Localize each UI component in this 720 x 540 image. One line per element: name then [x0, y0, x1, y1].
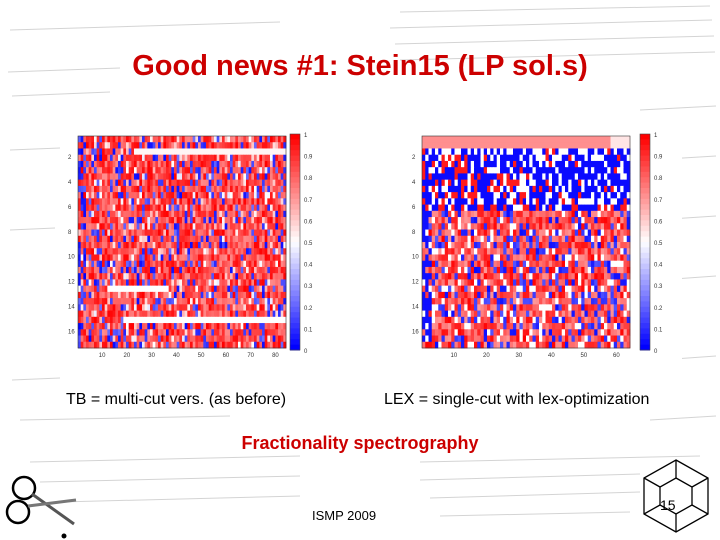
left-colorbar: 1 0.9 0.8 0.7 0.6 0.5 0.4 0.3 0.2 0.1 0	[289, 133, 313, 355]
slide-title: Good news #1: Stein15 (LP sol.s)	[132, 50, 588, 82]
y-tick-label: 4	[68, 180, 72, 186]
colorbar-tick-label: 0.1	[654, 327, 663, 333]
left-heatmap: 2 4 6 8 10 12 14 16 10 20 30 40 50 60 70 80 1 0.9 0.8 0.7 0.…	[68, 133, 313, 359]
colorbar-tick-label: 0.8	[304, 176, 313, 182]
y-tick-label: 12	[68, 280, 75, 286]
colorbar-tick-label: 0.7	[654, 198, 663, 204]
y-tick-label: 8	[412, 230, 416, 236]
y-tick-label: 2	[68, 155, 72, 161]
colorbar-tick-label: 0.9	[654, 155, 663, 161]
x-tick-label: 20	[483, 353, 490, 359]
x-tick-label: 20	[124, 353, 131, 359]
y-tick-label: 12	[412, 280, 419, 286]
colorbar-tick-label: 0	[304, 349, 308, 355]
x-tick-label: 40	[548, 353, 555, 359]
x-tick-label: 40	[173, 353, 180, 359]
right-plot-panel: 2 4 6 8 10 12 14 16 10 20 30 40 50 60 1 0.9 0.8 0.7 0.6 0.5…	[400, 128, 682, 364]
x-tick-label: 30	[516, 353, 523, 359]
x-tick-label: 70	[247, 353, 254, 359]
y-tick-label: 14	[68, 305, 75, 311]
hypercube-icon	[643, 459, 709, 533]
x-tick-label: 50	[581, 353, 588, 359]
y-tick-label: 16	[68, 330, 75, 336]
right-colorbar: 1 0.9 0.8 0.7 0.6 0.5 0.4 0.3 0.2 0.1 0	[639, 133, 663, 355]
y-tick-label: 10	[412, 255, 419, 261]
colorbar-tick-label: 0.6	[654, 219, 663, 225]
right-heatmap: 2 4 6 8 10 12 14 16 10 20 30 40 50 60 1 0.9 0.8 0.7 0.6 0.5…	[412, 133, 663, 359]
x-tick-label: 60	[223, 353, 230, 359]
colorbar-tick-label: 0.3	[304, 284, 313, 290]
colorbar-tick-label: 0.2	[654, 306, 663, 312]
colorbar-tick-label: 0.4	[654, 263, 663, 269]
y-tick-label: 10	[68, 255, 75, 261]
heatmap-cells	[422, 136, 631, 349]
x-tick-label: 10	[451, 353, 458, 359]
caption-left: TB = multi-cut vers. (as before)	[66, 391, 287, 408]
x-tick-label: 10	[99, 353, 106, 359]
x-tick-label: 60	[613, 353, 620, 359]
x-tick-label: 80	[272, 353, 279, 359]
colorbar-tick-label: 0.6	[304, 219, 313, 225]
slide-subtitle: Fractionality spectrography	[241, 433, 479, 453]
y-tick-label: 2	[412, 155, 416, 161]
heatmap-cells	[78, 136, 287, 349]
scissors-icon	[5, 475, 77, 539]
y-tick-label: 4	[412, 180, 416, 186]
colorbar-tick-label: 1	[654, 133, 658, 139]
colorbar-tick-label: 0.9	[304, 155, 313, 161]
colorbar-tick-label: 0.8	[654, 176, 663, 182]
colorbar-tick-label: 0.7	[304, 198, 313, 204]
colorbar-tick-label: 0.3	[654, 284, 663, 290]
colorbar-tick-label: 0.5	[654, 241, 663, 247]
colorbar-tick-label: 0.4	[304, 263, 313, 269]
footer-text: ISMP 2009	[312, 508, 377, 523]
page-number: 15	[660, 497, 676, 513]
caption-right: LEX = single-cut with lex-optimization	[384, 391, 650, 408]
y-tick-label: 16	[412, 330, 419, 336]
x-tick-label: 30	[148, 353, 155, 359]
colorbar-tick-label: 0.1	[304, 327, 313, 333]
y-tick-label: 8	[68, 230, 72, 236]
colorbar-tick-label: 0.2	[304, 306, 313, 312]
y-tick-label: 14	[412, 305, 419, 311]
x-tick-label: 50	[198, 353, 205, 359]
colorbar-tick-label: 0	[654, 349, 658, 355]
y-tick-label: 6	[68, 205, 72, 211]
colorbar-tick-label: 1	[304, 133, 308, 139]
y-tick-label: 6	[412, 205, 416, 211]
left-plot-panel: 2 4 6 8 10 12 14 16 10 20 30 40 50 60 70 80 1 0.9 0.8 0.7 0.…	[62, 128, 320, 364]
colorbar-tick-label: 0.5	[304, 241, 313, 247]
